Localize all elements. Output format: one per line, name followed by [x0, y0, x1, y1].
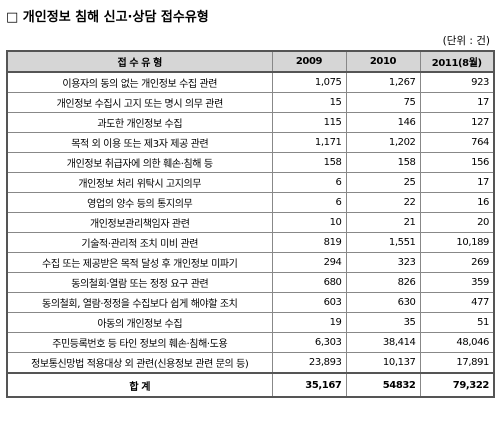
type-cell: 동의철회, 열람·정정을 수집보다 쉽게 해야할 조치: [6, 292, 273, 313]
data-row: 기술적·관리적 조치 미비 관련 819 1,551 10,189: [6, 232, 495, 253]
data-row: 개인정보 처리 위탁시 고지의무 6 25 17: [6, 172, 495, 193]
complaint-table: 접 수 유 형 2009 2010 2011(8월) 이용자의 동의 없는 개인정보 수…: [6, 50, 495, 398]
type-cell: 개인정보 수집시 고지 또는 명시 의무 관련: [6, 92, 273, 113]
type-cell: 목적 외 이용 또는 제3자 제공 관련: [6, 132, 273, 153]
data-row: 동의철회·열람 또는 정정 요구 관련 680 826 359: [6, 272, 495, 293]
count-cell: 15: [271, 92, 347, 113]
type-cell: 수집 또는 제공받은 목적 달성 후 개인정보 미파기: [6, 252, 273, 273]
count-cell: 158: [345, 152, 421, 173]
count-cell: 2010: [345, 50, 421, 73]
title: □ 개인정보 침해 신고·상담 접수유형: [6, 10, 209, 25]
type-cell: 아동의 개인정보 수집: [6, 312, 273, 333]
type-cell: 접 수 유 형: [6, 50, 273, 73]
count-cell: 48,046: [419, 332, 495, 353]
head-row: 접 수 유 형 2009 2010 2011(8월): [6, 50, 495, 73]
type-cell: 정보통신망법 적용대상 외 관련(신용정보 관련 문의 등): [6, 352, 273, 374]
count-cell: 115: [271, 112, 347, 133]
data-row: 개인정보 수집시 고지 또는 명시 의무 관련 15 75 17: [6, 92, 495, 113]
count-cell: 6: [271, 192, 347, 213]
count-cell: 51: [419, 312, 495, 333]
type-cell: 주민등록번호 등 타인 정보의 훼손·침해·도용: [6, 332, 273, 353]
total-row: 합 계 35,167 54832 79,322: [6, 372, 495, 398]
count-cell: 1,267: [345, 71, 421, 93]
count-cell: 35,167: [271, 372, 347, 398]
count-cell: 79,322: [419, 372, 495, 398]
count-cell: 20: [419, 212, 495, 233]
count-cell: 22: [345, 192, 421, 213]
type-cell: 기술적·관리적 조치 미비 관련: [6, 232, 273, 253]
count-cell: 630: [345, 292, 421, 313]
data-row: 영업의 양수 등의 통지의무 6 22 16: [6, 192, 495, 213]
data-row: 개인정보 취급자에 의한 훼손·침해 등 158 158 156: [6, 152, 495, 173]
count-cell: 2009: [271, 50, 347, 73]
count-cell: 17: [419, 92, 495, 113]
count-cell: 2011(8월): [419, 50, 495, 73]
count-cell: 819: [271, 232, 347, 253]
count-cell: 75: [345, 92, 421, 113]
count-cell: 19: [271, 312, 347, 333]
count-cell: 10: [271, 212, 347, 233]
count-cell: 16: [419, 192, 495, 213]
count-cell: 764: [419, 132, 495, 153]
type-cell: 개인정보 처리 위탁시 고지의무: [6, 172, 273, 193]
data-row: 주민등록번호 등 타인 정보의 훼손·침해·도용 6,303 38,414 48,04…: [6, 332, 495, 353]
count-cell: 23,893: [271, 352, 347, 374]
type-cell: 이용자의 동의 없는 개인정보 수집 관련: [6, 71, 273, 93]
count-cell: 1,075: [271, 71, 347, 93]
count-cell: 923: [419, 71, 495, 93]
data-row: 목적 외 이용 또는 제3자 제공 관련 1,171 1,202 764: [6, 132, 495, 153]
count-cell: 17,891: [419, 352, 495, 374]
count-cell: 359: [419, 272, 495, 293]
count-cell: 35: [345, 312, 421, 333]
data-row: 과도한 개인정보 수집 115 146 127: [6, 112, 495, 133]
count-cell: 477: [419, 292, 495, 313]
count-cell: 158: [271, 152, 347, 173]
count-cell: 826: [345, 272, 421, 293]
type-cell: 동의철회·열람 또는 정정 요구 관련: [6, 272, 273, 293]
count-cell: 1,551: [345, 232, 421, 253]
count-cell: 6: [271, 172, 347, 193]
type-cell: 과도한 개인정보 수집: [6, 112, 273, 133]
count-cell: 323: [345, 252, 421, 273]
count-cell: 38,414: [345, 332, 421, 353]
count-cell: 6,303: [271, 332, 347, 353]
count-cell: 603: [271, 292, 347, 313]
data-row: 수집 또는 제공받은 목적 달성 후 개인정보 미파기 294 323 269: [6, 252, 495, 273]
data-row: 동의철회, 열람·정정을 수집보다 쉽게 해야할 조치 603 630 477: [6, 292, 495, 313]
type-cell: 영업의 양수 등의 통지의무: [6, 192, 273, 213]
count-cell: 680: [271, 272, 347, 293]
count-cell: 269: [419, 252, 495, 273]
count-cell: 1,171: [271, 132, 347, 153]
data-row: 정보통신망법 적용대상 외 관련(신용정보 관련 문의 등) 23,893 10,1…: [6, 352, 495, 374]
unit-note: (단위 : 건): [442, 35, 490, 47]
type-cell: 개인정보 취급자에 의한 훼손·침해 등: [6, 152, 273, 173]
count-cell: 146: [345, 112, 421, 133]
count-cell: 156: [419, 152, 495, 173]
count-cell: 25: [345, 172, 421, 193]
count-cell: 127: [419, 112, 495, 133]
count-cell: 21: [345, 212, 421, 233]
data-row: 아동의 개인정보 수집 19 35 51: [6, 312, 495, 333]
count-cell: 10,137: [345, 352, 421, 374]
count-cell: 294: [271, 252, 347, 273]
count-cell: 17: [419, 172, 495, 193]
type-cell: 합 계: [6, 372, 273, 398]
count-cell: 54832: [345, 372, 421, 398]
type-cell: 개인정보관리책임자 관련: [6, 212, 273, 233]
data-row: 이용자의 동의 없는 개인정보 수집 관련 1,075 1,267 923: [6, 71, 495, 93]
count-cell: 1,202: [345, 132, 421, 153]
data-row: 개인정보관리책임자 관련 10 21 20: [6, 212, 495, 233]
count-cell: 10,189: [419, 232, 495, 253]
